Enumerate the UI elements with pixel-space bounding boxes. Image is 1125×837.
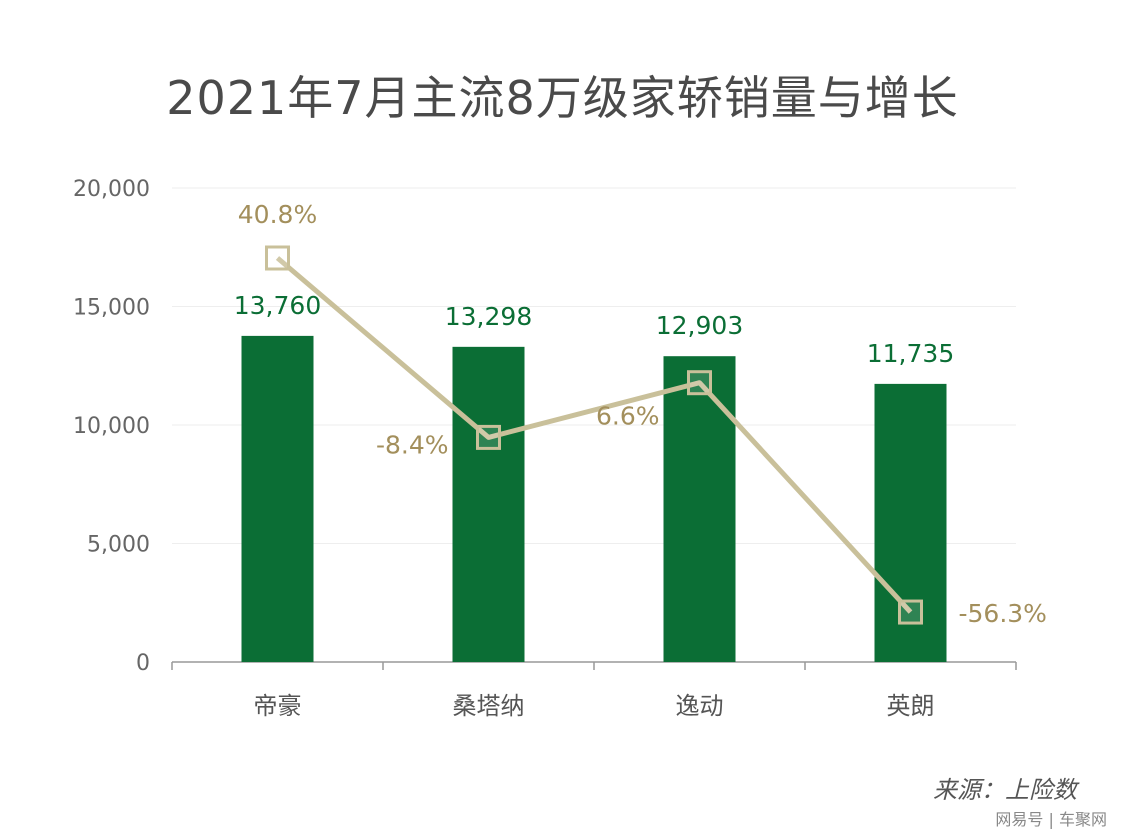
growth-label: -8.4% — [376, 430, 449, 459]
growth-marker — [687, 370, 712, 396]
bar-value-label: 13,298 — [445, 302, 532, 331]
growth-marker — [265, 245, 290, 271]
bar — [452, 346, 525, 662]
bar — [241, 335, 314, 662]
bar-value-label: 13,760 — [234, 291, 321, 320]
y-tick-label: 15,000 — [73, 296, 150, 321]
growth-label: 40.8% — [238, 200, 317, 229]
watermark: 网易号 | 车聚网 — [995, 810, 1107, 829]
growth-label: -56.3% — [959, 599, 1047, 628]
y-tick-label: 5,000 — [87, 533, 150, 558]
source-note: 来源：上险数 — [933, 776, 1077, 804]
bar — [874, 383, 947, 662]
x-tick-label: 逸动 — [676, 692, 724, 720]
y-tick-label: 0 — [136, 651, 150, 676]
y-tick-label: 10,000 — [73, 414, 150, 439]
growth-marker — [898, 599, 923, 625]
chart-title: 2021年7月主流8万级家轿销量与增长 — [166, 71, 959, 125]
x-tick-label: 英朗 — [887, 692, 935, 720]
growth-marker — [476, 424, 501, 450]
bar-value-label: 11,735 — [867, 339, 954, 368]
growth-line — [275, 256, 913, 614]
growth-label: 6.6% — [596, 402, 660, 431]
bar-value-label: 12,903 — [656, 311, 743, 340]
bar — [663, 356, 736, 662]
x-tick-label: 桑塔纳 — [453, 692, 525, 720]
x-tick-label: 帝豪 — [254, 692, 302, 720]
y-tick-label: 20,000 — [73, 177, 150, 202]
